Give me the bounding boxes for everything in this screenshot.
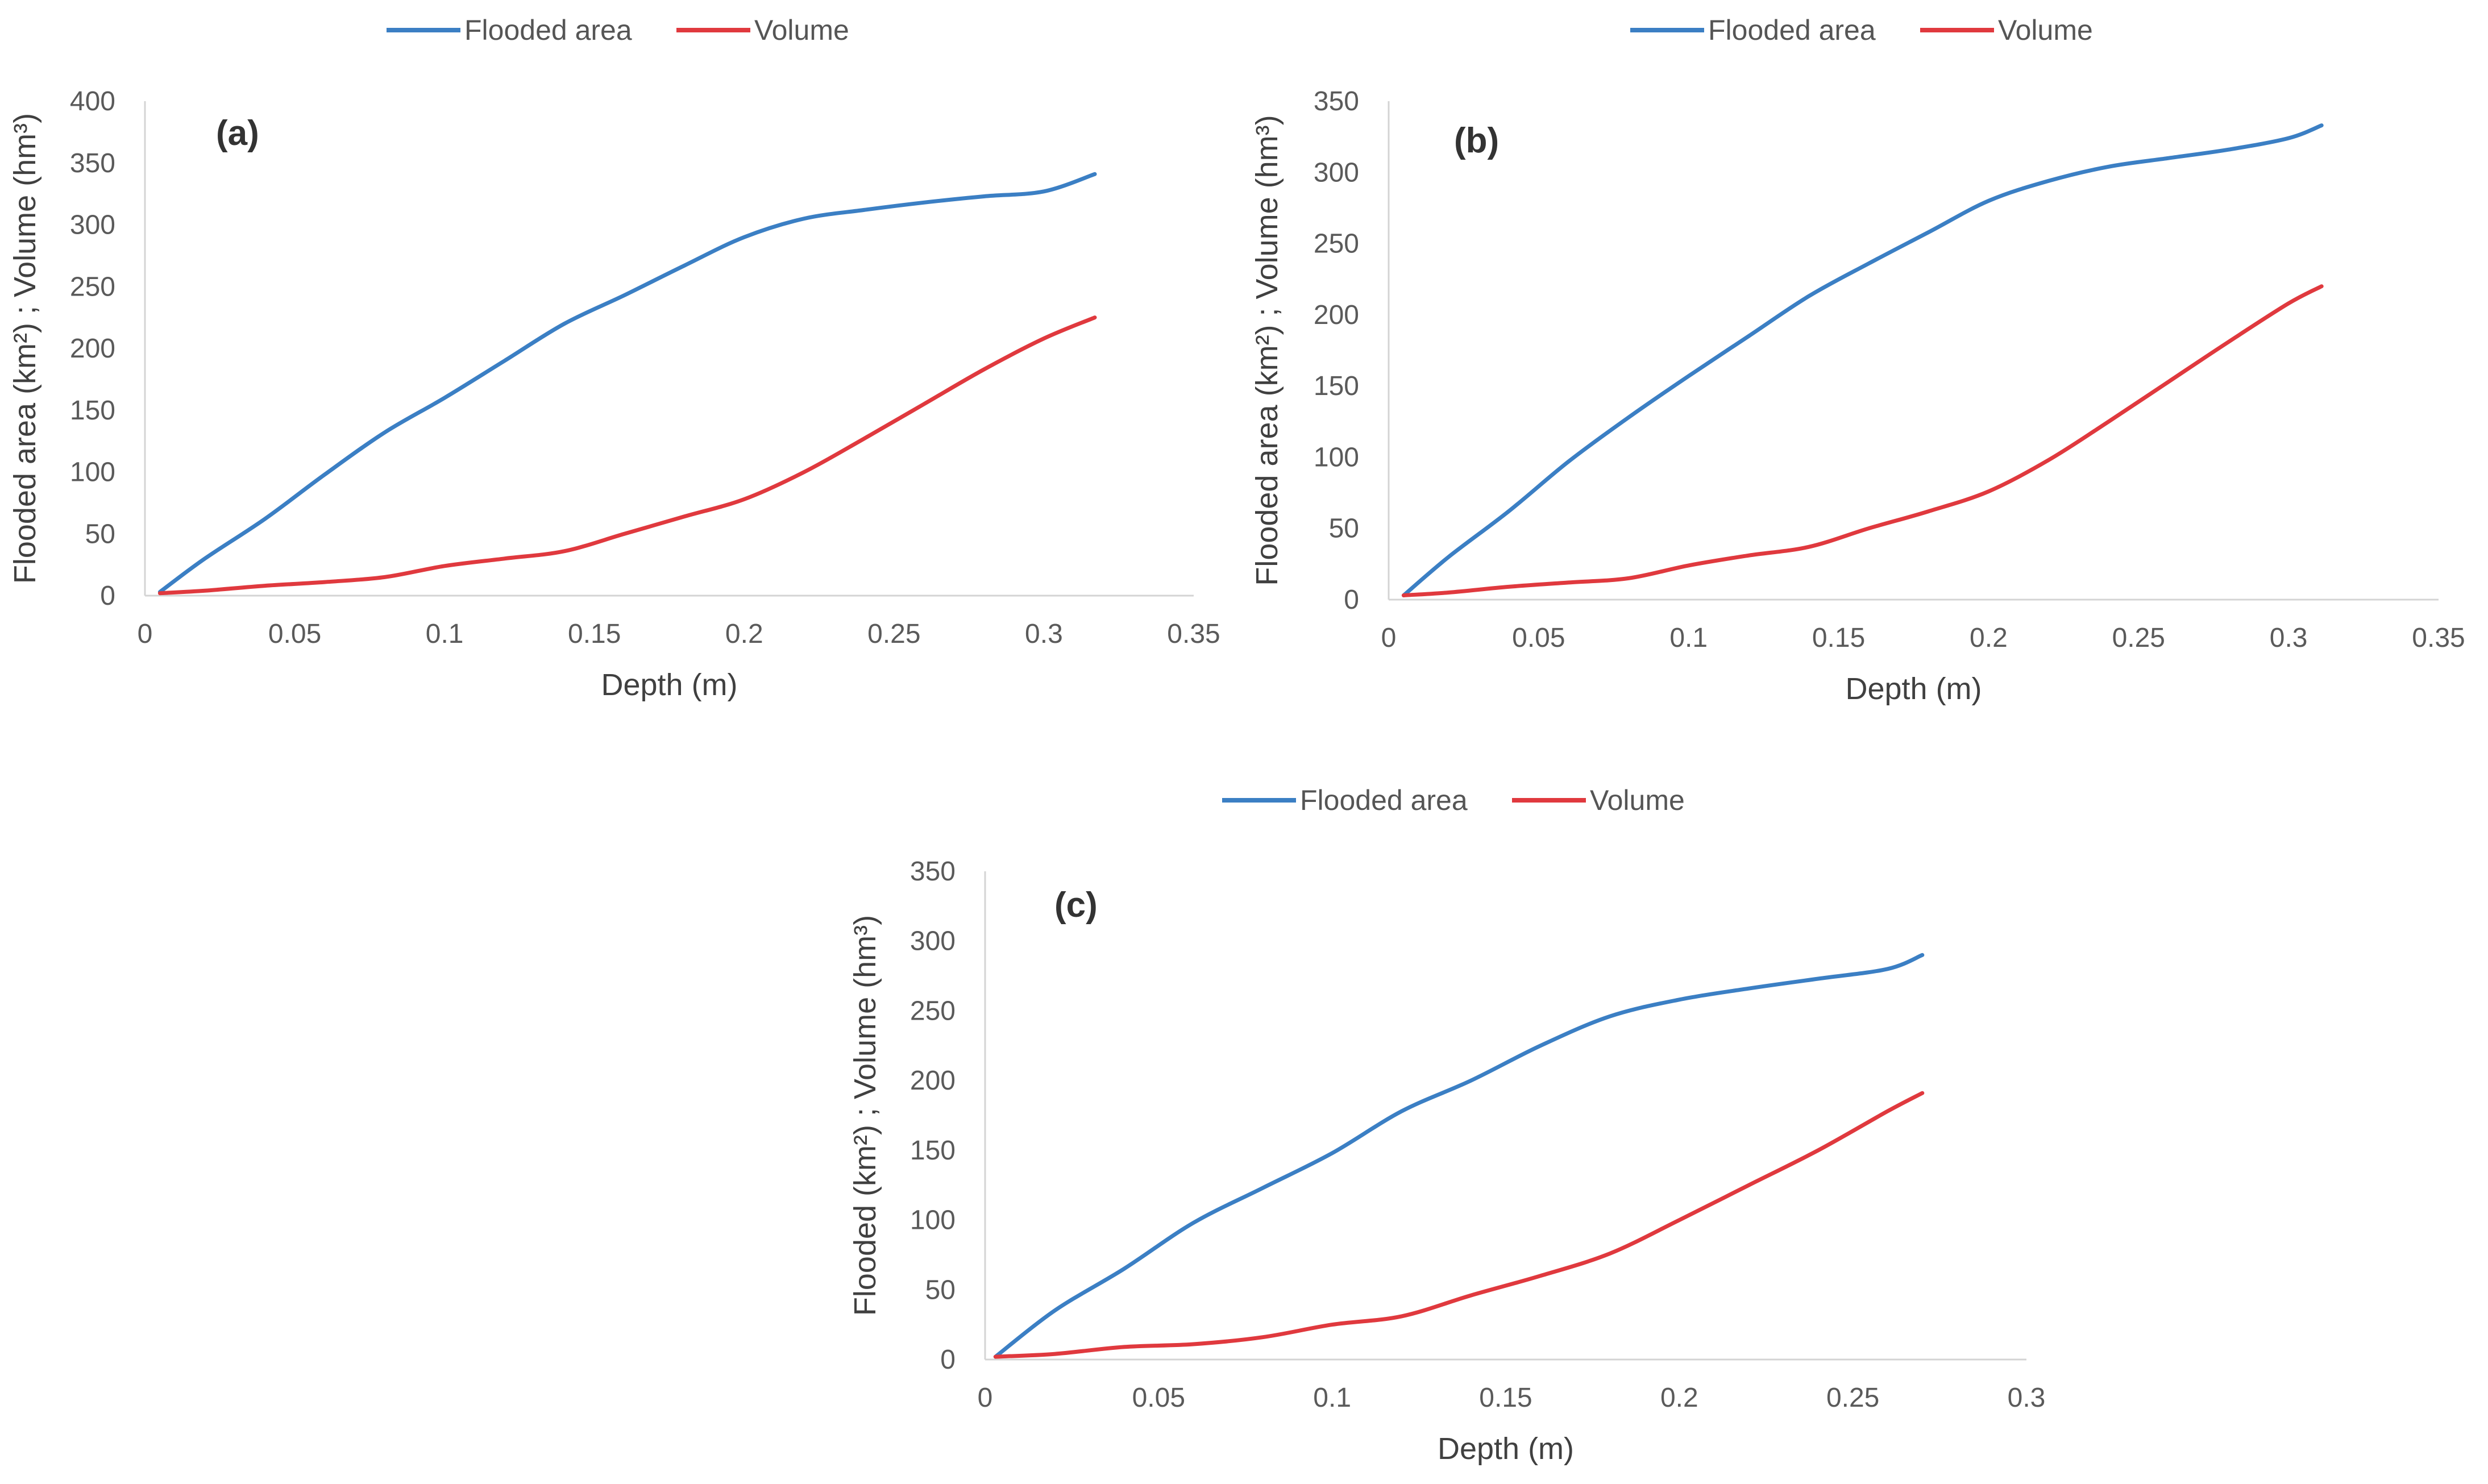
y-tick-label: 400: [70, 86, 115, 117]
y-tick-label: 200: [910, 1066, 956, 1096]
flooded-area-series-line: [993, 953, 1925, 1359]
x-tick-label: 0.3: [1025, 619, 1063, 649]
flooded-area-series-line: [1401, 123, 2324, 597]
x-tick-label: 0.05: [1512, 623, 1565, 653]
legend-label-volume: Volume: [754, 14, 849, 46]
y-tick-label: 350: [1314, 86, 1359, 117]
y-tick-label: 150: [1314, 371, 1359, 401]
y-tick-label: 50: [85, 519, 115, 549]
y-axis-title: Flooded area (km²) ; Volume (hm³): [8, 113, 42, 584]
y-axis-title: Flooded area (km²) ; Volume (hm³): [1250, 115, 1284, 585]
x-tick-label: 0.1: [426, 619, 464, 649]
x-tick-label: 0.1: [1313, 1383, 1351, 1413]
y-tick-label: 0: [940, 1345, 956, 1375]
y-axis-title: Flooded (km²) ; Volume (hm³): [848, 915, 882, 1316]
y-tick-label: 50: [1329, 514, 1359, 544]
x-tick-label: 0: [978, 1383, 993, 1413]
panel-label: (a): [216, 114, 259, 153]
y-tick-label: 150: [70, 396, 115, 426]
y-tick-label: 300: [1314, 157, 1359, 188]
legend-label-volume: Volume: [1590, 784, 1685, 816]
x-tick-label: 0.15: [568, 619, 621, 649]
chart-panel-a: 0 50 100 150 200 250 300 350 400 0 0.05 0.1 0.15 0.2 0…: [8, 14, 1220, 702]
y-tick-label: 50: [925, 1275, 956, 1305]
x-tick-label: 0.2: [1970, 623, 2008, 653]
x-tick-label: 0.05: [268, 619, 321, 649]
y-tick-label: 250: [1314, 229, 1359, 259]
y-tick-label: 100: [1314, 442, 1359, 472]
x-tick-label: 0.3: [2270, 623, 2308, 653]
x-tick-label: 0.35: [2412, 623, 2465, 653]
x-tick-label: 0.25: [2112, 623, 2165, 653]
x-tick-label: 0.15: [1812, 623, 1865, 653]
legend-label-flooded-area: Flooded area: [1708, 14, 1876, 46]
y-tick-label: 100: [70, 458, 115, 488]
y-tick-label: 200: [70, 334, 115, 364]
x-tick-label: 0.25: [867, 619, 920, 649]
x-axis-title: Depth (m): [601, 668, 737, 702]
flooded-area-series-line: [157, 172, 1097, 594]
y-tick-label: 100: [910, 1206, 956, 1236]
x-tick-label: 0.15: [1479, 1383, 1532, 1413]
y-tick-label: 300: [70, 210, 115, 240]
x-tick-label: 0.2: [1660, 1383, 1698, 1413]
y-tick-label: 0: [1344, 585, 1359, 615]
volume-series-line: [157, 315, 1097, 596]
legend-label-flooded-area: Flooded area: [1300, 784, 1468, 816]
x-axis-title: Depth (m): [1438, 1432, 1574, 1466]
x-axis-title: Depth (m): [1845, 672, 1982, 706]
x-tick-label: 0: [1381, 623, 1397, 653]
y-tick-label: 150: [910, 1136, 956, 1166]
y-tick-label: 250: [910, 996, 956, 1026]
volume-series-line: [993, 1091, 1925, 1359]
x-tick-label: 0.05: [1132, 1383, 1185, 1413]
y-tick-label: 200: [1314, 300, 1359, 330]
x-tick-label: 0.25: [1826, 1383, 1879, 1413]
chart-panel-b: 0 50 100 150 200 250 300 350 0 0.05 0.1 0.15 0.2 0.25…: [1250, 14, 2465, 706]
y-tick-label: 350: [70, 148, 115, 178]
panel-label: (c): [1054, 886, 1098, 925]
legend-label-volume: Volume: [1998, 14, 2093, 46]
x-tick-label: 0: [138, 619, 153, 649]
y-tick-label: 300: [910, 926, 956, 957]
volume-series-line: [1401, 284, 2324, 597]
x-tick-label: 0.2: [725, 619, 763, 649]
chart-panel-c: 0 50 100 150 200 250 300 350 0 0.05 0.1 0.15 0.2 0.25…: [848, 784, 2045, 1466]
x-tick-label: 0.3: [2008, 1383, 2046, 1413]
x-tick-label: 0.35: [1167, 619, 1220, 649]
legend-label-flooded-area: Flooded area: [464, 14, 632, 46]
y-tick-label: 250: [70, 272, 115, 302]
panel-label: (b): [1454, 121, 1499, 160]
y-tick-label: 0: [100, 581, 115, 611]
x-tick-label: 0.1: [1669, 623, 1708, 653]
y-tick-label: 350: [910, 857, 956, 887]
